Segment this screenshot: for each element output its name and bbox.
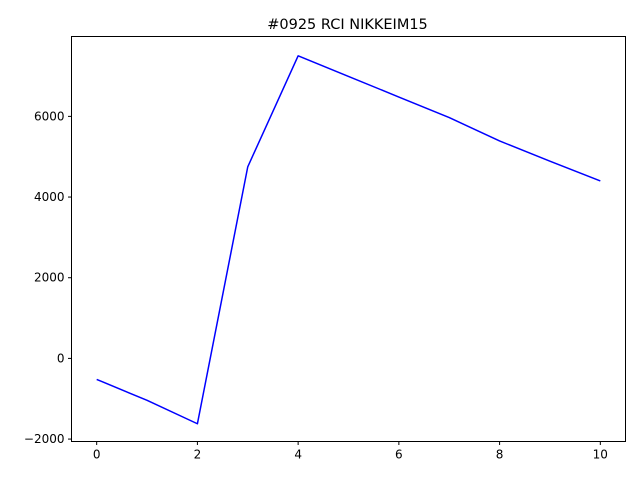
x-tick-label: 0 [93,448,101,462]
series-line [96,55,601,425]
x-tick-label: 6 [395,448,403,462]
plot-series [96,55,601,425]
y-tick-label: 2000 [34,271,65,285]
x-tick-label: 10 [593,448,608,462]
x-tick-label: 4 [294,448,302,462]
y-tick-label: 6000 [34,109,65,123]
y-tick-label: 4000 [34,190,65,204]
x-axis: 0 2 4 6 8 10 [93,441,608,462]
y-axis: −2000 0 2000 4000 6000 [24,109,72,446]
x-tick-label: 2 [194,448,202,462]
plot-frame [71,36,626,442]
y-tick-label: 0 [57,351,65,365]
x-tick-label: 8 [496,448,504,462]
chart-title: #0925 RCI NIKKEIM15 [267,17,428,33]
y-tick-label: −2000 [24,432,65,446]
